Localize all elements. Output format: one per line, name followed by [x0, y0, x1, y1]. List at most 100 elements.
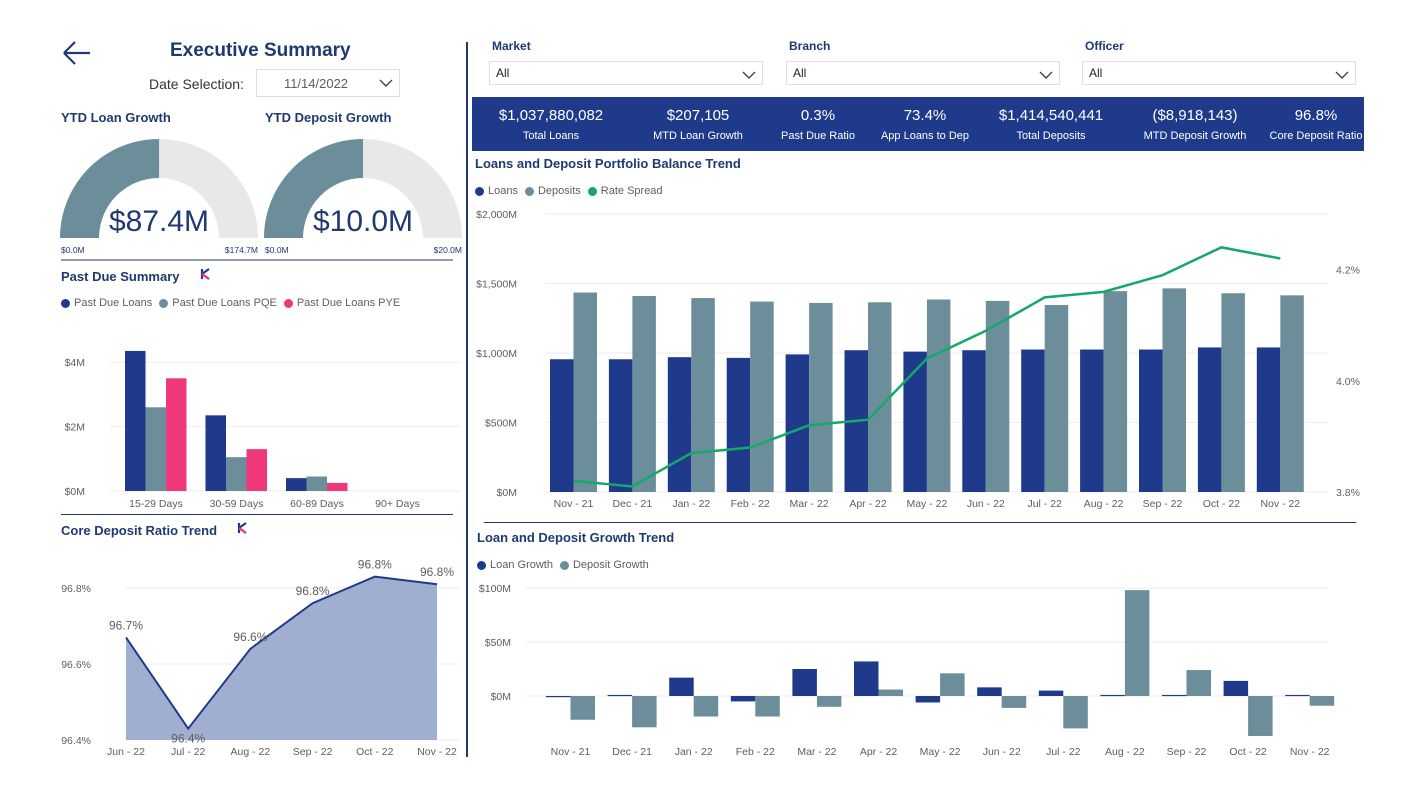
bar	[1221, 293, 1245, 492]
bar	[1103, 291, 1128, 492]
legend-label: Rate Spread	[600, 185, 663, 197]
bar	[868, 302, 892, 492]
data-label: 96.8%	[358, 558, 392, 572]
data-label: 96.8%	[420, 565, 454, 579]
bar	[226, 457, 247, 491]
officer-filter-dropdown[interactable]: All	[1082, 61, 1356, 85]
x-tick-label: Jul - 22	[1046, 746, 1081, 758]
market-filter-value: All	[496, 66, 510, 80]
kpi-total-loans: $1,037,880,082 Total Loans	[498, 107, 604, 142]
y-tick-label: 96.6%	[61, 659, 91, 671]
bar	[750, 301, 774, 492]
x-tick-label: Jun - 22	[967, 498, 1005, 510]
gauge-loan-value: $87.4M	[109, 205, 209, 238]
x-tick-label: Nov - 22	[1260, 498, 1300, 510]
x-tick-label: Jan - 22	[675, 746, 713, 758]
filter-label-branch: Branch	[789, 39, 831, 53]
data-label: 96.6%	[233, 630, 267, 644]
y-tick-label: $50M	[485, 637, 511, 649]
legend-swatch	[283, 298, 293, 308]
data-label: 96.4%	[171, 732, 205, 746]
kpi-logo-icon	[237, 522, 247, 534]
divider	[484, 522, 1356, 523]
bar	[327, 482, 348, 491]
growth-trend-title: Loan and Deposit Growth Trend	[477, 530, 675, 545]
date-selection-dropdown[interactable]: 11/14/2022	[256, 69, 400, 97]
legend-swatch	[559, 560, 569, 570]
x-tick-label: May - 22	[906, 498, 947, 510]
y-tick-label: $1,000M	[476, 348, 517, 360]
growth-trend-chart: $0M $50M $100M Nov - 21 Dec - 21 Jan - 22 Feb …	[479, 583, 1335, 758]
bar	[755, 696, 780, 717]
branch-filter-dropdown[interactable]: All	[786, 61, 1060, 85]
data-label: 96.7%	[109, 618, 143, 632]
bar	[915, 696, 941, 703]
past-due-chart: $0M $2M $4M 15-29 Days 30-59 Days 60-89 Days 9…	[65, 350, 460, 510]
x-tick-label: Feb - 22	[736, 746, 775, 758]
x-tick-label: 60-89 Days	[290, 498, 344, 510]
bar	[306, 476, 327, 491]
y2-tick-label: 3.8%	[1336, 487, 1360, 499]
bar	[550, 359, 574, 492]
bar	[205, 415, 226, 491]
y-tick-label: $500M	[485, 418, 517, 430]
bar	[1285, 694, 1310, 697]
bar	[608, 359, 633, 492]
y-tick-label: $2,000M	[476, 209, 517, 221]
data-label: 96.8%	[296, 584, 330, 598]
filter-label-officer: Officer	[1085, 39, 1124, 53]
bar	[962, 350, 986, 492]
legend-label: Loans	[488, 185, 518, 197]
bar	[669, 677, 694, 696]
legend-swatch	[159, 298, 169, 308]
bar	[1162, 288, 1186, 492]
bar	[546, 696, 571, 698]
growth-legend: Loan Growth Deposit Growth	[477, 559, 649, 571]
x-tick-label: Oct - 22	[356, 746, 394, 758]
divider	[61, 514, 453, 515]
y2-tick-label: 4.0%	[1336, 376, 1360, 388]
bar	[632, 696, 657, 728]
core-deposit-title: Core Deposit Ratio Trend	[61, 523, 218, 538]
gauges-svg: $87.4M $10.0M $0.0M $174.7M $0.0M $20.0M	[60, 139, 462, 261]
bar	[1001, 696, 1027, 708]
chevron-down-icon	[1335, 71, 1349, 79]
bar	[1162, 694, 1187, 697]
kpi-core-deposit-ratio: 96.8% Core Deposit Ratio	[1269, 107, 1363, 142]
bar	[878, 689, 903, 696]
bar	[854, 661, 879, 696]
x-tick-label: 30-59 Days	[210, 498, 264, 510]
bar	[816, 696, 842, 707]
legend-label: Loan Growth	[490, 559, 553, 571]
x-tick-label: Aug - 22	[231, 746, 271, 758]
bar	[570, 696, 595, 720]
x-tick-label: May - 22	[920, 746, 961, 758]
bar	[1309, 696, 1335, 706]
y-tick-label: 96.8%	[61, 583, 91, 595]
x-tick-label: 90+ Days	[375, 498, 420, 510]
bar	[1021, 349, 1045, 492]
bar	[940, 673, 965, 696]
bar	[1248, 696, 1273, 736]
bar	[607, 694, 633, 697]
x-tick-label: Feb - 22	[731, 498, 770, 510]
bar	[903, 351, 927, 492]
bar	[632, 296, 656, 492]
past-due-title: Past Due Summary	[61, 269, 180, 284]
gauge-deposit-growth	[264, 139, 462, 238]
y-tick-label: 96.4%	[61, 735, 91, 747]
legend-label: Deposits	[537, 185, 581, 197]
back-arrow-icon[interactable]	[62, 40, 92, 66]
x-tick-label: Nov - 22	[417, 746, 457, 758]
x-tick-label: Nov - 21	[551, 746, 591, 758]
bar	[977, 687, 1002, 696]
bar	[926, 299, 951, 492]
x-tick-label: Jun - 22	[107, 746, 145, 758]
bar	[1100, 694, 1125, 697]
gauge-fill	[264, 139, 363, 238]
past-due-legend: Past Due Loans Past Due Loans PQE Past D…	[61, 297, 400, 309]
bar	[985, 300, 1010, 492]
x-tick-label: Dec - 21	[612, 746, 652, 758]
bar	[1063, 696, 1088, 729]
market-filter-dropdown[interactable]: All	[489, 61, 763, 85]
